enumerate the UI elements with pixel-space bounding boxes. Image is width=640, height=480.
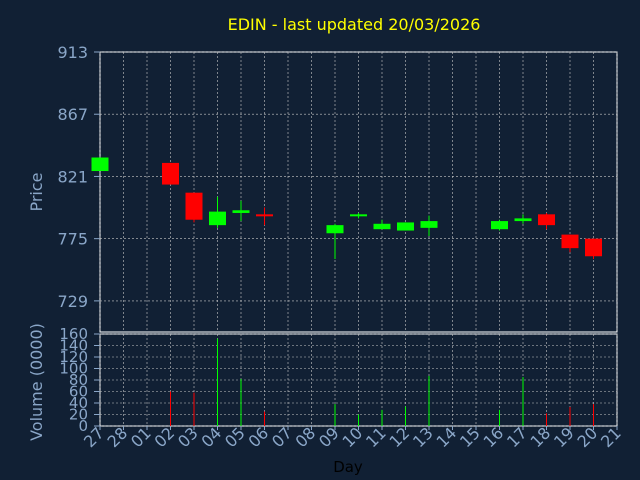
day-tick-label: 21	[597, 423, 625, 451]
price-tick-label: 913	[57, 43, 88, 62]
candle-body-20	[585, 238, 602, 257]
candle-body-18	[538, 214, 555, 226]
chart-title: EDIN - last updated 20/03/2026	[228, 15, 481, 34]
candle-body-10	[350, 214, 367, 217]
price-tick-label: 821	[57, 167, 88, 186]
price-tick-label: 729	[57, 292, 88, 311]
candle-body-16	[491, 221, 508, 230]
price-panel: 913 867 821 775 729	[57, 43, 618, 333]
volume-tick-label: 80	[69, 371, 88, 389]
volume-panel: 0204060801001201401602728010203040506070…	[59, 325, 624, 451]
price-tick-label: 775	[57, 230, 88, 249]
candle-body-12	[397, 222, 414, 231]
candle-body-02	[162, 162, 179, 185]
price-axis-label: Price	[27, 172, 46, 211]
volume-tick-label: 160	[59, 325, 88, 343]
candle-body-04	[209, 211, 226, 226]
volume-tick-label: 60	[69, 383, 88, 401]
volume-tick-label: 100	[59, 360, 88, 378]
x-axis-label: Day	[333, 458, 363, 476]
candle-body-19	[561, 234, 579, 249]
price-tick-label: 867	[57, 105, 88, 124]
volume-tick-label: 120	[59, 348, 88, 366]
volume-tick-label: 0	[78, 417, 88, 435]
volume-tick-label: 40	[69, 394, 88, 412]
candle-body-06	[256, 214, 273, 217]
volume-tick-label: 20	[69, 406, 88, 424]
candle-body-09	[326, 225, 344, 234]
candle-body-11	[373, 223, 391, 230]
candle-body-03	[185, 192, 203, 220]
candle-body-05	[232, 210, 250, 213]
volume-axis-label: Volume (0000)	[27, 323, 46, 441]
candle-body-27	[91, 157, 109, 172]
candle-body-13	[420, 221, 438, 228]
volume-tick-label: 140	[59, 337, 88, 355]
candle-body-17	[514, 218, 532, 222]
